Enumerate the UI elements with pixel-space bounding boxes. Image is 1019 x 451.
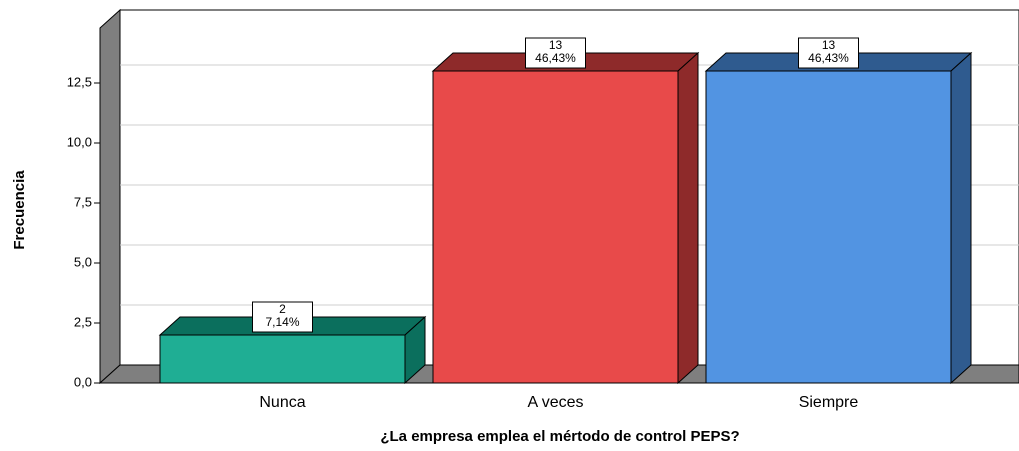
bar-front bbox=[159, 334, 406, 384]
bar-front bbox=[432, 70, 679, 384]
y-axis-title: Frecuencia bbox=[11, 170, 28, 250]
x-axis-title: ¿La empresa emplea el mértodo de control… bbox=[380, 428, 739, 445]
data-label-box bbox=[525, 37, 586, 69]
data-label-box bbox=[252, 301, 313, 333]
data-label: 13 bbox=[549, 38, 563, 52]
data-label: 2 bbox=[279, 302, 286, 316]
y-tick-label: 12,5 bbox=[67, 74, 92, 89]
bar-side bbox=[404, 315, 426, 385]
data-label: 46,43% bbox=[535, 51, 576, 65]
bar-side bbox=[950, 51, 972, 385]
data-label: 13 bbox=[822, 38, 836, 52]
y-tick-label: 5,0 bbox=[74, 254, 92, 269]
bar bbox=[704, 51, 973, 385]
left-wall bbox=[99, 8, 121, 385]
y-tick-label: 10,0 bbox=[67, 134, 92, 149]
data-label: 7,14% bbox=[265, 315, 299, 329]
data-label-box bbox=[798, 37, 859, 69]
bar-front bbox=[705, 70, 952, 384]
x-tick-label: Nunca bbox=[259, 394, 305, 411]
y-tick-label: 2,5 bbox=[74, 314, 92, 329]
y-tick-label: 7,5 bbox=[74, 194, 92, 209]
bar bbox=[431, 51, 700, 385]
bar-side bbox=[677, 51, 699, 385]
y-tick-label: 0,0 bbox=[74, 374, 92, 389]
x-tick-label: Siempre bbox=[799, 394, 859, 411]
data-label: 46,43% bbox=[808, 51, 849, 65]
x-tick-label: A veces bbox=[527, 394, 583, 411]
